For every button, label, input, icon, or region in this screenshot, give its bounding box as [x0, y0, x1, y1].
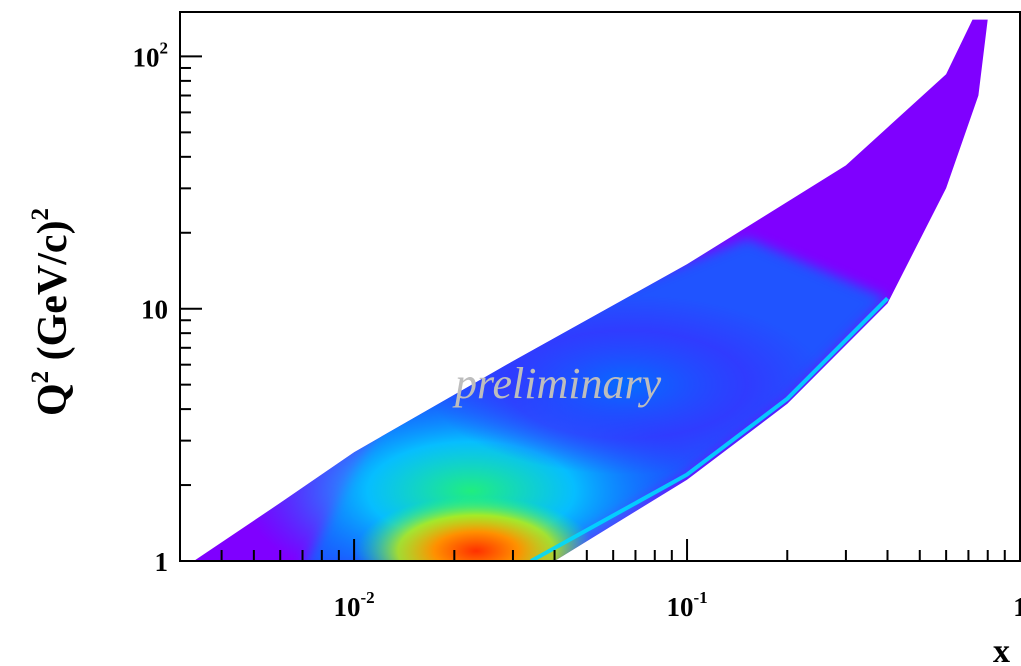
y-axis-tick-labels: 1 10 102 [133, 38, 169, 577]
density-hot-region [356, 496, 597, 561]
x-tick-label: 10-2 [334, 588, 375, 622]
y-axis-title: Q2 (GeV/c)2 [27, 208, 76, 416]
heatmap-area: preliminary [193, 19, 988, 561]
y-tick-label: 102 [133, 38, 169, 72]
x-tick-label: 10-1 [666, 588, 707, 622]
plot-frame [179, 11, 1021, 562]
y-axis-title-sup: 2 [27, 371, 54, 384]
x-tick-label: 1 [1013, 592, 1021, 622]
y-tick-label: 1 [155, 547, 169, 577]
y-tick-label: 10 [141, 295, 168, 325]
y-axis-title-unit: (GeV/c) [30, 220, 76, 370]
y-axis-ticks [180, 55, 202, 562]
y-axis-title-unit-sup: 2 [27, 208, 54, 221]
y-axis-title-main: Q [30, 383, 76, 416]
x-axis-tick-labels: 10-2 10-1 1 [334, 588, 1021, 622]
x-axis-title: x [993, 633, 1010, 666]
x-axis-ticks [179, 539, 1021, 561]
preliminary-watermark: preliminary [452, 359, 662, 408]
density-ridge [530, 296, 889, 561]
